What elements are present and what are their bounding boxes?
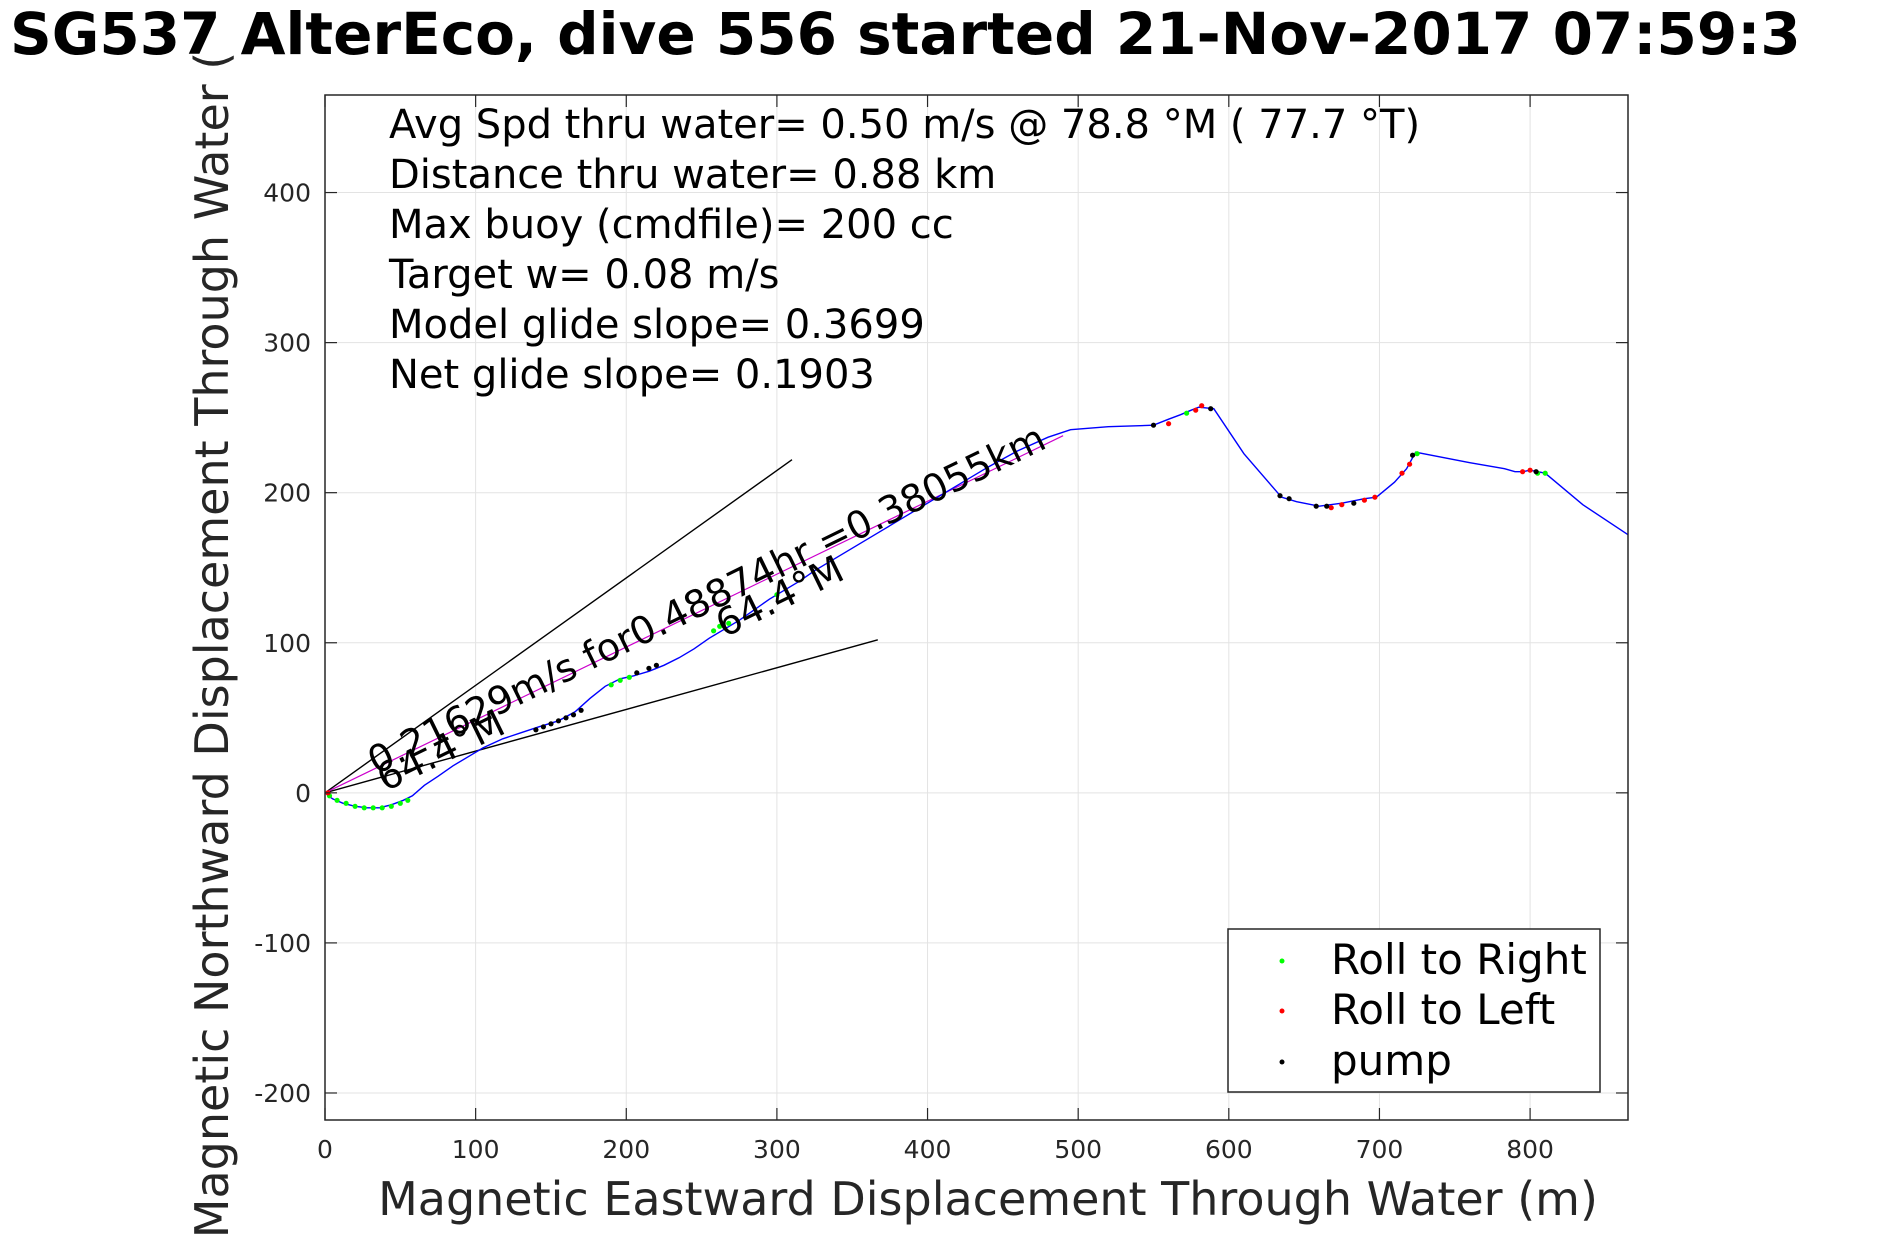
pump-point bbox=[548, 721, 554, 727]
stat-net-glide-slope: Net glide slope= 0.1903 bbox=[389, 352, 875, 398]
roll-right-point bbox=[717, 623, 723, 629]
x-tick-label: 500 bbox=[1054, 1135, 1102, 1164]
roll-left-point bbox=[1372, 494, 1378, 500]
legend-marker-roll-right bbox=[1279, 958, 1285, 964]
pump-point bbox=[563, 715, 569, 721]
roll-left-point bbox=[1399, 470, 1405, 476]
roll-right-point bbox=[370, 805, 376, 811]
pump-point bbox=[1410, 452, 1416, 458]
legend-marker-pump bbox=[1279, 1059, 1285, 1065]
x-tick-label: 600 bbox=[1205, 1135, 1253, 1164]
legend-label-roll-left: Roll to Left bbox=[1331, 985, 1555, 1034]
x-tick-label: 800 bbox=[1506, 1135, 1554, 1164]
roll-right-point bbox=[774, 592, 780, 598]
y-tick-label: 300 bbox=[263, 329, 311, 358]
roll-right-point bbox=[388, 803, 394, 809]
roll-left-point bbox=[1527, 467, 1533, 473]
roll-right-point bbox=[343, 800, 349, 806]
roll-right-point bbox=[1542, 470, 1548, 476]
plot-layer bbox=[325, 403, 1628, 811]
stat-max-buoy: Max buoy (cmdfile)= 200 cc bbox=[389, 202, 954, 248]
pump-point bbox=[1286, 496, 1292, 502]
legend-marker-roll-left bbox=[1279, 1008, 1285, 1014]
roll-right-point bbox=[711, 628, 717, 634]
pump-point bbox=[570, 712, 577, 718]
roll-right-point bbox=[626, 674, 632, 680]
roll-right-point bbox=[726, 620, 732, 626]
legend-label-pump: pump bbox=[1331, 1036, 1452, 1085]
x-tick-label: 700 bbox=[1356, 1135, 1404, 1164]
y-tick-label: -200 bbox=[254, 1079, 311, 1108]
roll-right-point bbox=[352, 803, 358, 809]
stats-block: Avg Spd thru water= 0.50 m/s @ 78.8 °M (… bbox=[388, 102, 1420, 398]
legend-label-roll-right: Roll to Right bbox=[1331, 935, 1587, 984]
roll-right-point bbox=[608, 682, 614, 688]
heading-line-2 bbox=[325, 639, 878, 794]
y-tick-label: -100 bbox=[254, 929, 311, 958]
chart-title: SG537 AlterEco, dive 556 started 21-Nov-… bbox=[10, 0, 1801, 68]
pump-point bbox=[634, 670, 640, 676]
ticks: 0 100 200 300 400 500 600 700 800 -200 -100 0 100 200… bbox=[254, 95, 1628, 1164]
pump-point bbox=[540, 724, 547, 730]
roll-right-point bbox=[617, 677, 623, 683]
y-tick-label: 200 bbox=[263, 479, 311, 508]
pump-point bbox=[646, 665, 652, 671]
pump-point bbox=[578, 707, 584, 713]
roll-left-point bbox=[1339, 502, 1345, 508]
pump-point bbox=[1533, 469, 1539, 475]
roll-right-point bbox=[397, 800, 403, 806]
heading-line-1 bbox=[325, 459, 793, 794]
texts: SG537 AlterEco, dive 556 started 21-Nov-… bbox=[10, 0, 1801, 1238]
roll-left-point bbox=[1328, 505, 1334, 511]
stat-target-w: Target w= 0.08 m/s bbox=[388, 252, 779, 298]
y-tick-label: 100 bbox=[263, 629, 311, 658]
y-tick-label: 400 bbox=[263, 179, 311, 208]
roll-right-point bbox=[1414, 451, 1420, 457]
pump-point bbox=[1208, 406, 1214, 412]
x-tick-label: 0 bbox=[317, 1135, 333, 1164]
roll-right-point bbox=[334, 797, 340, 803]
pump-point bbox=[653, 662, 660, 668]
plot-frame bbox=[324, 94, 1629, 1121]
roll-right-point bbox=[361, 805, 367, 811]
roll-left-point bbox=[1166, 421, 1172, 427]
pump-point bbox=[1313, 503, 1319, 509]
x-axis-label: Magnetic Eastward Displacement Through W… bbox=[378, 1172, 1598, 1226]
roll-left-point bbox=[1407, 461, 1413, 467]
x-tick-label: 100 bbox=[452, 1135, 500, 1164]
roll-right-point bbox=[1184, 410, 1190, 416]
legend: Roll to Right Roll to Left pump bbox=[1227, 928, 1601, 1093]
y-tick-label: 0 bbox=[295, 779, 311, 808]
roll-right-point bbox=[405, 797, 411, 803]
pump-point bbox=[1324, 503, 1330, 509]
x-tick-label: 200 bbox=[602, 1135, 650, 1164]
stat-model-glide-slope: Model glide slope= 0.3699 bbox=[389, 302, 925, 348]
x-tick-label: 300 bbox=[753, 1135, 801, 1164]
pump-point bbox=[1351, 500, 1357, 506]
roll-left-point bbox=[1520, 469, 1526, 475]
roll-left-point bbox=[1199, 403, 1205, 409]
y-axis-label: Magnetic Northward Displacement Through … bbox=[185, 52, 239, 1238]
legend-box bbox=[1227, 928, 1601, 1093]
roll-left-point bbox=[1361, 497, 1367, 503]
x-tick-label: 400 bbox=[904, 1135, 952, 1164]
stat-distance: Distance thru water= 0.88 km bbox=[389, 152, 996, 198]
pump-point bbox=[1277, 493, 1283, 499]
pump-point bbox=[533, 727, 539, 733]
pump-point bbox=[555, 718, 562, 724]
pump-point bbox=[1150, 422, 1157, 428]
roll-left-point bbox=[1193, 407, 1199, 413]
stat-avg-speed: Avg Spd thru water= 0.50 m/s @ 78.8 °M (… bbox=[389, 102, 1420, 148]
roll-right-point bbox=[379, 805, 385, 811]
track-line bbox=[325, 406, 1628, 809]
